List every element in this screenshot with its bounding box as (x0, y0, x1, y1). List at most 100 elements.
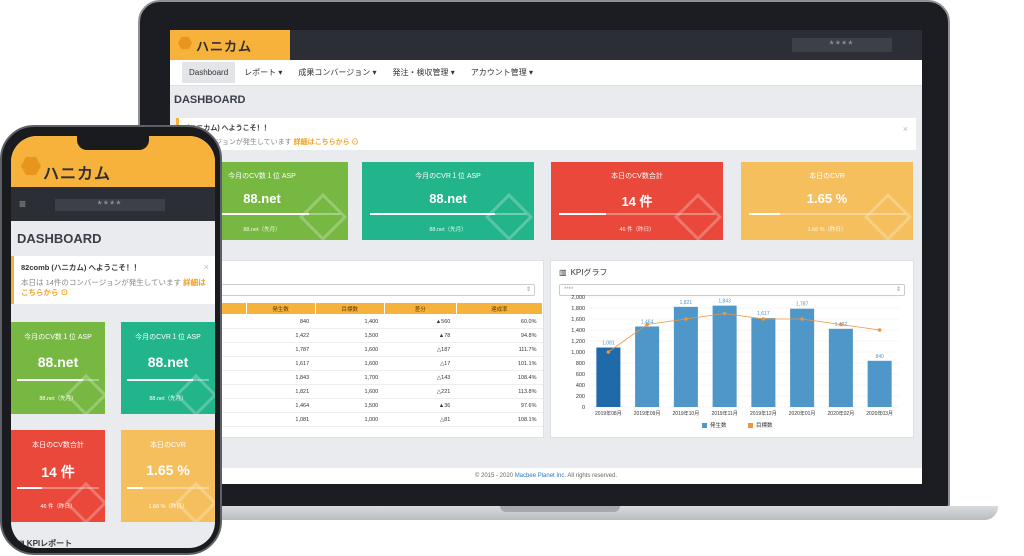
app-logo[interactable]: ハニカム (170, 30, 290, 60)
phone-screen: ハニカム ≡ **** DASHBOARD 82comb (ハニカム) へようこ… (11, 136, 215, 548)
footer-company-link[interactable]: Macbee Planet Inc. (514, 473, 567, 479)
table-cell: 108.4% (456, 370, 543, 385)
kpi-progress (370, 213, 526, 215)
table-cell: 1,400 (315, 314, 385, 329)
target-point (839, 322, 843, 327)
table-cell: 840 (246, 314, 316, 329)
nav-order-management[interactable]: 発注・検収管理 ▾ (392, 68, 455, 77)
kpi-card-cvr[interactable]: 本日のCVR 1.65 % 1.66 %（昨日） (121, 430, 215, 522)
welcome-text: コンバージョンが発生しています (187, 139, 292, 146)
kpi-value: 88.net (243, 191, 281, 206)
kpi-card-cvr-top-asp[interactable]: 今月のCVR１位 ASP 88.net 88.net（先月） (121, 322, 215, 414)
kpi-progress (749, 213, 905, 215)
kpi-title: 本日のCV数合計 (32, 442, 84, 449)
table-cell: 1,600 (315, 356, 385, 371)
table-header-cell: 達成率 (455, 302, 544, 315)
data-label: 1,464 (641, 319, 654, 325)
welcome-detail-link[interactable]: 詳細はこちらから ⊙ (293, 139, 359, 146)
data-label: 840 (875, 354, 884, 360)
y-tick-label: 1,400 (571, 328, 585, 334)
close-icon[interactable]: × (902, 124, 908, 134)
footer-rights: All rights reserved. (567, 473, 618, 479)
nav-report[interactable]: レポート ▾ (244, 68, 283, 77)
table-cell: ▲36 (384, 398, 457, 413)
kpi-title: 今月のCV数１位 ASP (228, 173, 296, 180)
target-point (800, 317, 804, 321)
welcome-heading: (ハニカム) へようこそ！！ (187, 125, 271, 132)
table-cell: 1,422 (246, 328, 316, 343)
table-cell: 1,700 (315, 370, 385, 385)
footer-copyright: © 2015 - 2020 (474, 473, 514, 479)
welcome-text: 本日は 14件のコンバージョンが発生しています (21, 278, 182, 287)
chart-bar (751, 318, 776, 407)
laptop-notch (500, 506, 620, 512)
table-cell: 1,500 (315, 328, 385, 343)
table-cell: 1,600 (315, 342, 385, 357)
kpi-sub: 46 件（昨日） (619, 227, 655, 233)
kpi-sub: 88.net（先月） (149, 396, 187, 402)
nav-dashboard[interactable]: Dashboard (182, 62, 236, 83)
kpi-graph-select[interactable]: **** (559, 284, 905, 296)
target-point (684, 317, 688, 321)
honeycomb-logo-icon (178, 36, 192, 50)
legend-label: 発生数 (710, 421, 727, 429)
kpi-card-cvr[interactable]: 本日のCVR 1.65 % 1.66 %（昨日） (741, 162, 913, 240)
panel-header: ▥ KPIグラフ (551, 261, 913, 284)
nav-conversion[interactable]: 成果コンバージョン ▾ (298, 68, 377, 77)
kpi-sub: 46 件（昨日） (40, 504, 76, 510)
logo-text[interactable]: ハニカム (43, 166, 112, 183)
welcome-alert: 82comb (ハニカム) へようこそ！！ 本日は 14件のコンバージョンが発生… (11, 256, 215, 304)
kpi-title: 今月のCV数１位 ASP (24, 334, 92, 341)
kpi-report-title: KPIレポート (26, 539, 73, 548)
x-tick-label: 2019年12月 (750, 410, 777, 417)
kpi-card-cv-total[interactable]: 本日のCV数合計 14 件 46 件（昨日） (551, 162, 723, 240)
phone-notch (77, 136, 149, 150)
target-point (761, 317, 766, 321)
chart-bar (673, 306, 698, 407)
table-cell: 101.1% (456, 356, 543, 371)
top-header: ハニカム **** (170, 30, 922, 60)
kpi-card-cvr-top-asp[interactable]: 今月のCVR１位 ASP 88.net 88.net（先月） (362, 162, 534, 240)
target-line (608, 313, 880, 353)
welcome-alert: (ハニカム) へようこそ！！ コンバージョンが発生しています 詳細はこちらから … (176, 118, 916, 150)
main-nav: Dashboard レポート ▾ 成果コンバージョン ▾ 発注・検収管理 ▾ ア… (170, 60, 922, 86)
kpi-value: 88.net (147, 354, 189, 370)
kpi-card-cv-top-asp[interactable]: 今月のCV数１位 ASP 88.net 88.net（先月） (11, 322, 105, 414)
kpi-title: 今月のCVR１位 ASP (135, 334, 201, 341)
table-cell: 1,821 (246, 384, 316, 399)
table-cell: ▲78 (384, 328, 457, 343)
kpi-report-heading: ▤ KPIレポート (17, 538, 72, 548)
table-header-cell: 差分 (383, 302, 457, 315)
laptop-screen: ハニカム **** Dashboard レポート ▾ 成果コンバージョン ▾ 発… (170, 30, 922, 484)
x-tick-label: 2019年11月 (711, 410, 737, 417)
x-tick-label: 2020年03月 (866, 410, 893, 417)
table-cell: 1,000 (315, 412, 385, 427)
y-tick-label: 2,000 (571, 295, 585, 301)
welcome-detail-link[interactable]: 詳細はこちらから ⊙ (21, 278, 206, 297)
legend-swatch (702, 423, 707, 428)
x-tick-label: 2019年10月 (673, 410, 700, 417)
hamburger-menu-icon[interactable]: ≡ (19, 197, 27, 211)
kpi-title: 今月のCVR１位 ASP (415, 173, 481, 180)
kpi-value: 88.net (37, 354, 79, 370)
nav-account-management[interactable]: アカウント管理 ▾ (470, 68, 533, 77)
table-cell: △81 (384, 412, 457, 427)
kpi-sub: 88.net（先月） (39, 396, 77, 402)
x-tick-label: 2020年02月 (828, 410, 855, 417)
table-cell: 108.1% (456, 412, 543, 427)
kpi-card-cv-total[interactable]: 本日のCV数合計 14 件 46 件（昨日） (11, 430, 105, 522)
report-select[interactable] (177, 284, 535, 296)
panel-title: KPIグラフ (570, 268, 608, 277)
legend-swatch (748, 423, 753, 428)
y-tick-label: 1,800 (571, 306, 585, 312)
chart-bar (635, 326, 660, 407)
kpi-value: 1.65 % (806, 191, 848, 206)
table-cell: 1,464 (246, 398, 316, 413)
user-menu[interactable]: **** (792, 38, 892, 52)
user-menu[interactable]: **** (55, 199, 165, 211)
close-icon[interactable]: × (203, 262, 209, 272)
